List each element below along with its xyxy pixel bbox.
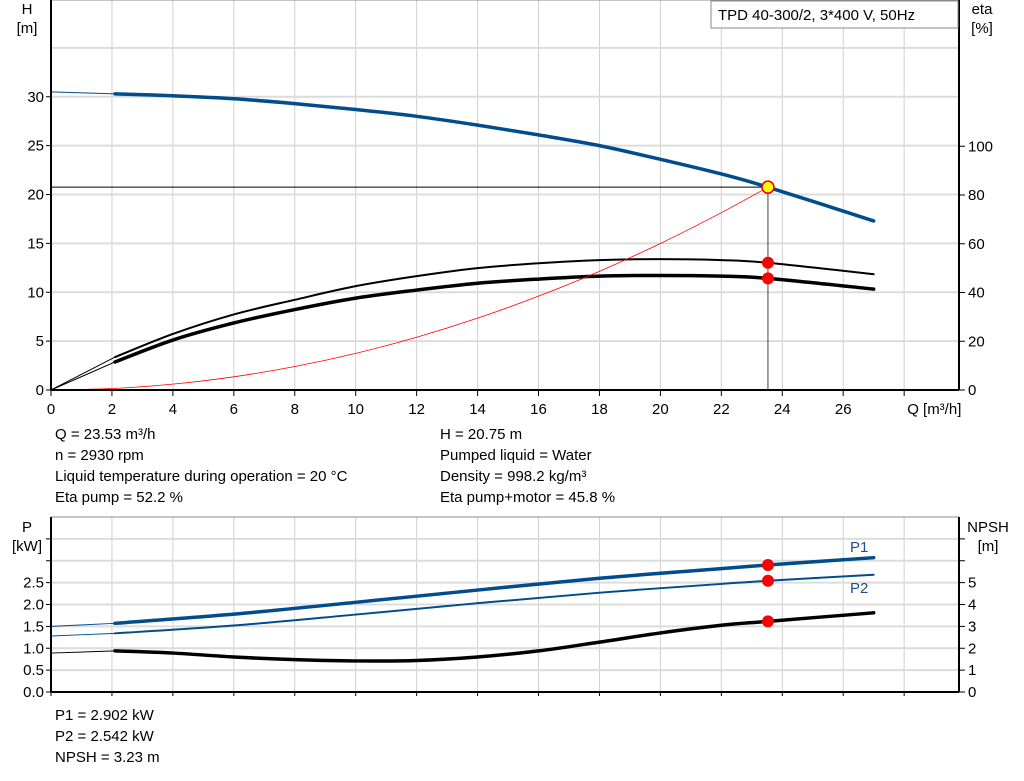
series-label-p2: P2 xyxy=(850,580,868,597)
series-extrapolation xyxy=(50,650,116,654)
y-right-tick-label: 100 xyxy=(968,138,993,155)
info-p1: P1 = 2.902 kW xyxy=(55,707,154,724)
info-top-right: H = 20.75 m Pumped liquid = Water Densit… xyxy=(440,424,615,508)
info-bottom: P1 = 2.902 kW P2 = 2.542 kW NPSH = 3.23 … xyxy=(55,705,160,768)
info-n: n = 2930 rpm xyxy=(55,447,144,464)
info-q: Q = 23.53 m³/h xyxy=(55,426,156,443)
x-tick-label: 8 xyxy=(291,401,299,418)
y-right-tick-label: 60 xyxy=(968,236,985,253)
x-tick-label: 20 xyxy=(652,401,669,418)
y-left-tick-label: 0.0 xyxy=(23,684,44,701)
y-right-tick-label: 4 xyxy=(968,597,976,614)
x-tick-label: 10 xyxy=(347,401,364,418)
y-left-tick-label: 2.5 xyxy=(23,575,44,592)
y-left-tick-label: 2.0 xyxy=(23,597,44,614)
y-left-tick-label: 30 xyxy=(27,89,44,106)
info-h: H = 20.75 m xyxy=(440,426,523,443)
y-left-tick-label: 25 xyxy=(27,138,44,155)
series-extrapolation xyxy=(50,622,116,627)
y-right-tick-label: 40 xyxy=(968,285,985,302)
x-axis-label: Q [m³/h] xyxy=(907,401,961,418)
chart-title: TPD 40-300/2, 3*400 V, 50Hz xyxy=(718,7,915,24)
series-extrapolation xyxy=(50,632,116,637)
x-tick-label: 26 xyxy=(835,401,852,418)
operating-point-p1 xyxy=(761,559,774,572)
y-right-tick-label: 5 xyxy=(968,575,976,592)
y-left-label: H xyxy=(22,1,33,18)
y-left-tick-label: 0 xyxy=(36,382,44,399)
x-tick-label: 4 xyxy=(169,401,177,418)
x-tick-label: 18 xyxy=(591,401,608,418)
title-box xyxy=(710,0,959,29)
info-top-left: Q = 23.53 m³/h n = 2930 rpm Liquid tempe… xyxy=(55,424,347,508)
info-p2: P2 = 2.542 kW xyxy=(55,728,154,745)
operating-point-head xyxy=(761,180,775,194)
operating-point-p2 xyxy=(761,574,774,587)
y-left-unit: [m] xyxy=(17,20,38,37)
x-tick-label: 24 xyxy=(774,401,791,418)
series-extrapolation xyxy=(50,361,116,391)
operating-point-eta-pump xyxy=(761,256,774,269)
y-left-tick-label: 0.5 xyxy=(23,662,44,679)
y-right-tick-label: 3 xyxy=(968,618,976,635)
info-eta-pump: Eta pump = 52.2 % xyxy=(55,489,183,506)
y-left-tick-label: 1.5 xyxy=(23,618,44,635)
y-left-tick-label: 5 xyxy=(36,333,44,350)
operating-point-eta-pump-motor xyxy=(761,272,774,285)
y-right-tick-label: 20 xyxy=(968,333,985,350)
y-right-tick-label: 0 xyxy=(968,382,976,399)
y-right-tick-label: 0 xyxy=(968,684,976,701)
y-left-tick-label: 10 xyxy=(27,284,44,301)
operating-point-npsh xyxy=(761,615,774,628)
series-line-2 xyxy=(113,611,876,663)
series-line-P2 xyxy=(113,573,875,635)
info-eta-pump-motor: Eta pump+motor = 45.8 % xyxy=(440,489,616,506)
y-right-label: NPSH xyxy=(967,519,1009,536)
series-line-P1 xyxy=(113,555,876,626)
x-tick-label: 6 xyxy=(230,401,238,418)
y-left-label: P xyxy=(22,519,32,536)
series-extrapolation xyxy=(50,91,116,95)
y-left-unit: [kW] xyxy=(12,538,42,555)
series-extrapolation xyxy=(50,356,116,391)
y-right-tick-label: 80 xyxy=(968,187,985,204)
x-tick-label: 14 xyxy=(469,401,486,418)
series-line-1 xyxy=(113,258,875,359)
y-right-tick-label: 1 xyxy=(968,662,976,679)
info-npsh: NPSH = 3.23 m xyxy=(55,749,160,766)
y-left-tick-label: 15 xyxy=(27,235,44,252)
series-label-p1: P1 xyxy=(850,539,868,556)
y-right-label: eta xyxy=(972,1,994,18)
x-tick-label: 16 xyxy=(530,401,547,418)
series-line-0 xyxy=(113,92,876,223)
y-right-tick-label: 2 xyxy=(968,640,976,657)
x-tick-label: 22 xyxy=(713,401,730,418)
x-tick-label: 2 xyxy=(108,401,116,418)
y-right-unit: [m] xyxy=(978,538,999,555)
x-tick-label: 0 xyxy=(47,401,55,418)
info-density: Density = 998.2 kg/m³ xyxy=(440,468,587,485)
y-left-tick-label: 1.0 xyxy=(23,640,44,657)
info-liquid: Pumped liquid = Water xyxy=(440,447,592,464)
series-line-3 xyxy=(50,186,769,391)
info-temp: Liquid temperature during operation = 20… xyxy=(55,468,348,485)
y-right-unit: [%] xyxy=(971,20,993,37)
y-left-tick-label: 20 xyxy=(27,187,44,204)
series-line-2 xyxy=(113,273,876,364)
x-tick-label: 12 xyxy=(408,401,425,418)
